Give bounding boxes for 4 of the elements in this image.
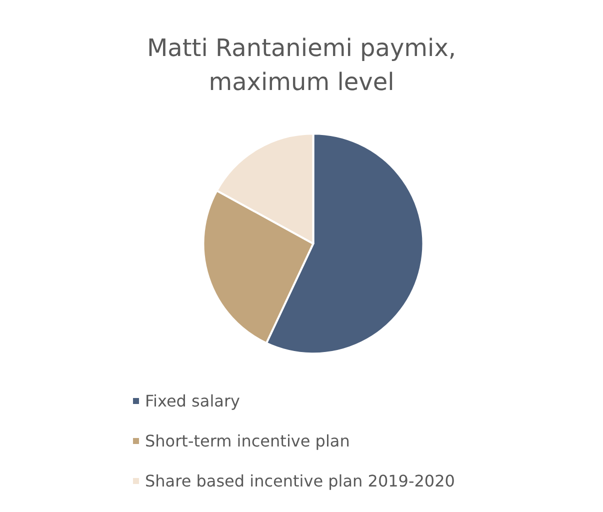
legend-label: Share based incentive plan 2019-2020 [145, 472, 455, 490]
legend-label: Fixed salary [145, 392, 240, 410]
chart-title: Matti Rantaniemi paymix, maximum level [146, 34, 456, 96]
legend-label: Short-term incentive plan [145, 432, 350, 450]
